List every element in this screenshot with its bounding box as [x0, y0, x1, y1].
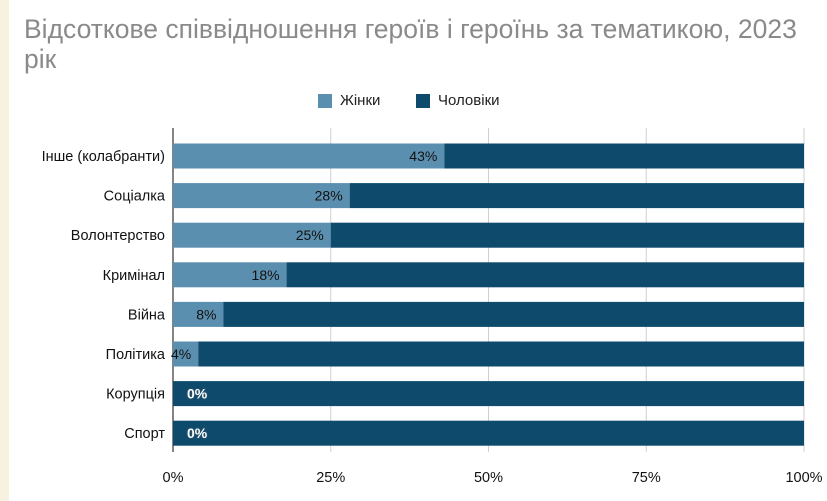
bar-segment-men [223, 301, 805, 327]
bar-segment-men [198, 341, 805, 367]
data-label-women: 25% [296, 227, 324, 243]
category-label: Війна [128, 307, 166, 323]
bar-segment-women [173, 301, 224, 327]
legend-label-women: Жінки [340, 92, 381, 109]
data-label-women: 28% [315, 188, 343, 204]
bar-segment-men [330, 222, 804, 248]
legend-swatch-women [318, 94, 332, 108]
bar-segment-men [444, 143, 804, 169]
x-tick-label: 75% [632, 470, 661, 486]
data-label-women: 18% [252, 267, 280, 283]
legend-swatch-men [416, 94, 430, 108]
category-label: Інше (колабранти) [42, 149, 165, 165]
bar-segment-women [173, 143, 445, 169]
data-label-women: 0% [187, 425, 208, 441]
chart-title: Відсоткове співвідношення героїв і герої… [24, 14, 797, 74]
legend: Жінки Чоловіки [0, 92, 827, 112]
bar-segment-men [173, 381, 804, 407]
category-label: Корупція [106, 387, 165, 403]
data-label-women: 43% [409, 148, 437, 164]
legend-label-men: Чоловіки [438, 92, 500, 109]
bar-segment-men [173, 420, 804, 446]
data-label-women: 4% [171, 346, 191, 362]
bar-segment-men [286, 262, 805, 288]
left-edge-strip [0, 0, 9, 501]
x-tick-label: 25% [316, 470, 345, 486]
bar-segment-women [173, 183, 350, 209]
category-label: Політика [106, 347, 166, 363]
x-tick-label: 50% [474, 470, 503, 486]
x-tick-label: 100% [785, 470, 822, 486]
category-label: Спорт [124, 426, 165, 442]
bar-segment-women [173, 262, 287, 288]
category-label: Кримінал [103, 268, 165, 284]
category-label: Волонтерство [71, 228, 165, 244]
data-label-women: 8% [196, 306, 216, 322]
bar-segment-women [173, 222, 331, 248]
bar-segment-men [349, 183, 804, 209]
bar-segment-women [173, 341, 199, 367]
data-label-women: 0% [187, 386, 208, 402]
category-label: Соціалка [104, 189, 166, 205]
x-tick-label: 0% [163, 470, 184, 486]
